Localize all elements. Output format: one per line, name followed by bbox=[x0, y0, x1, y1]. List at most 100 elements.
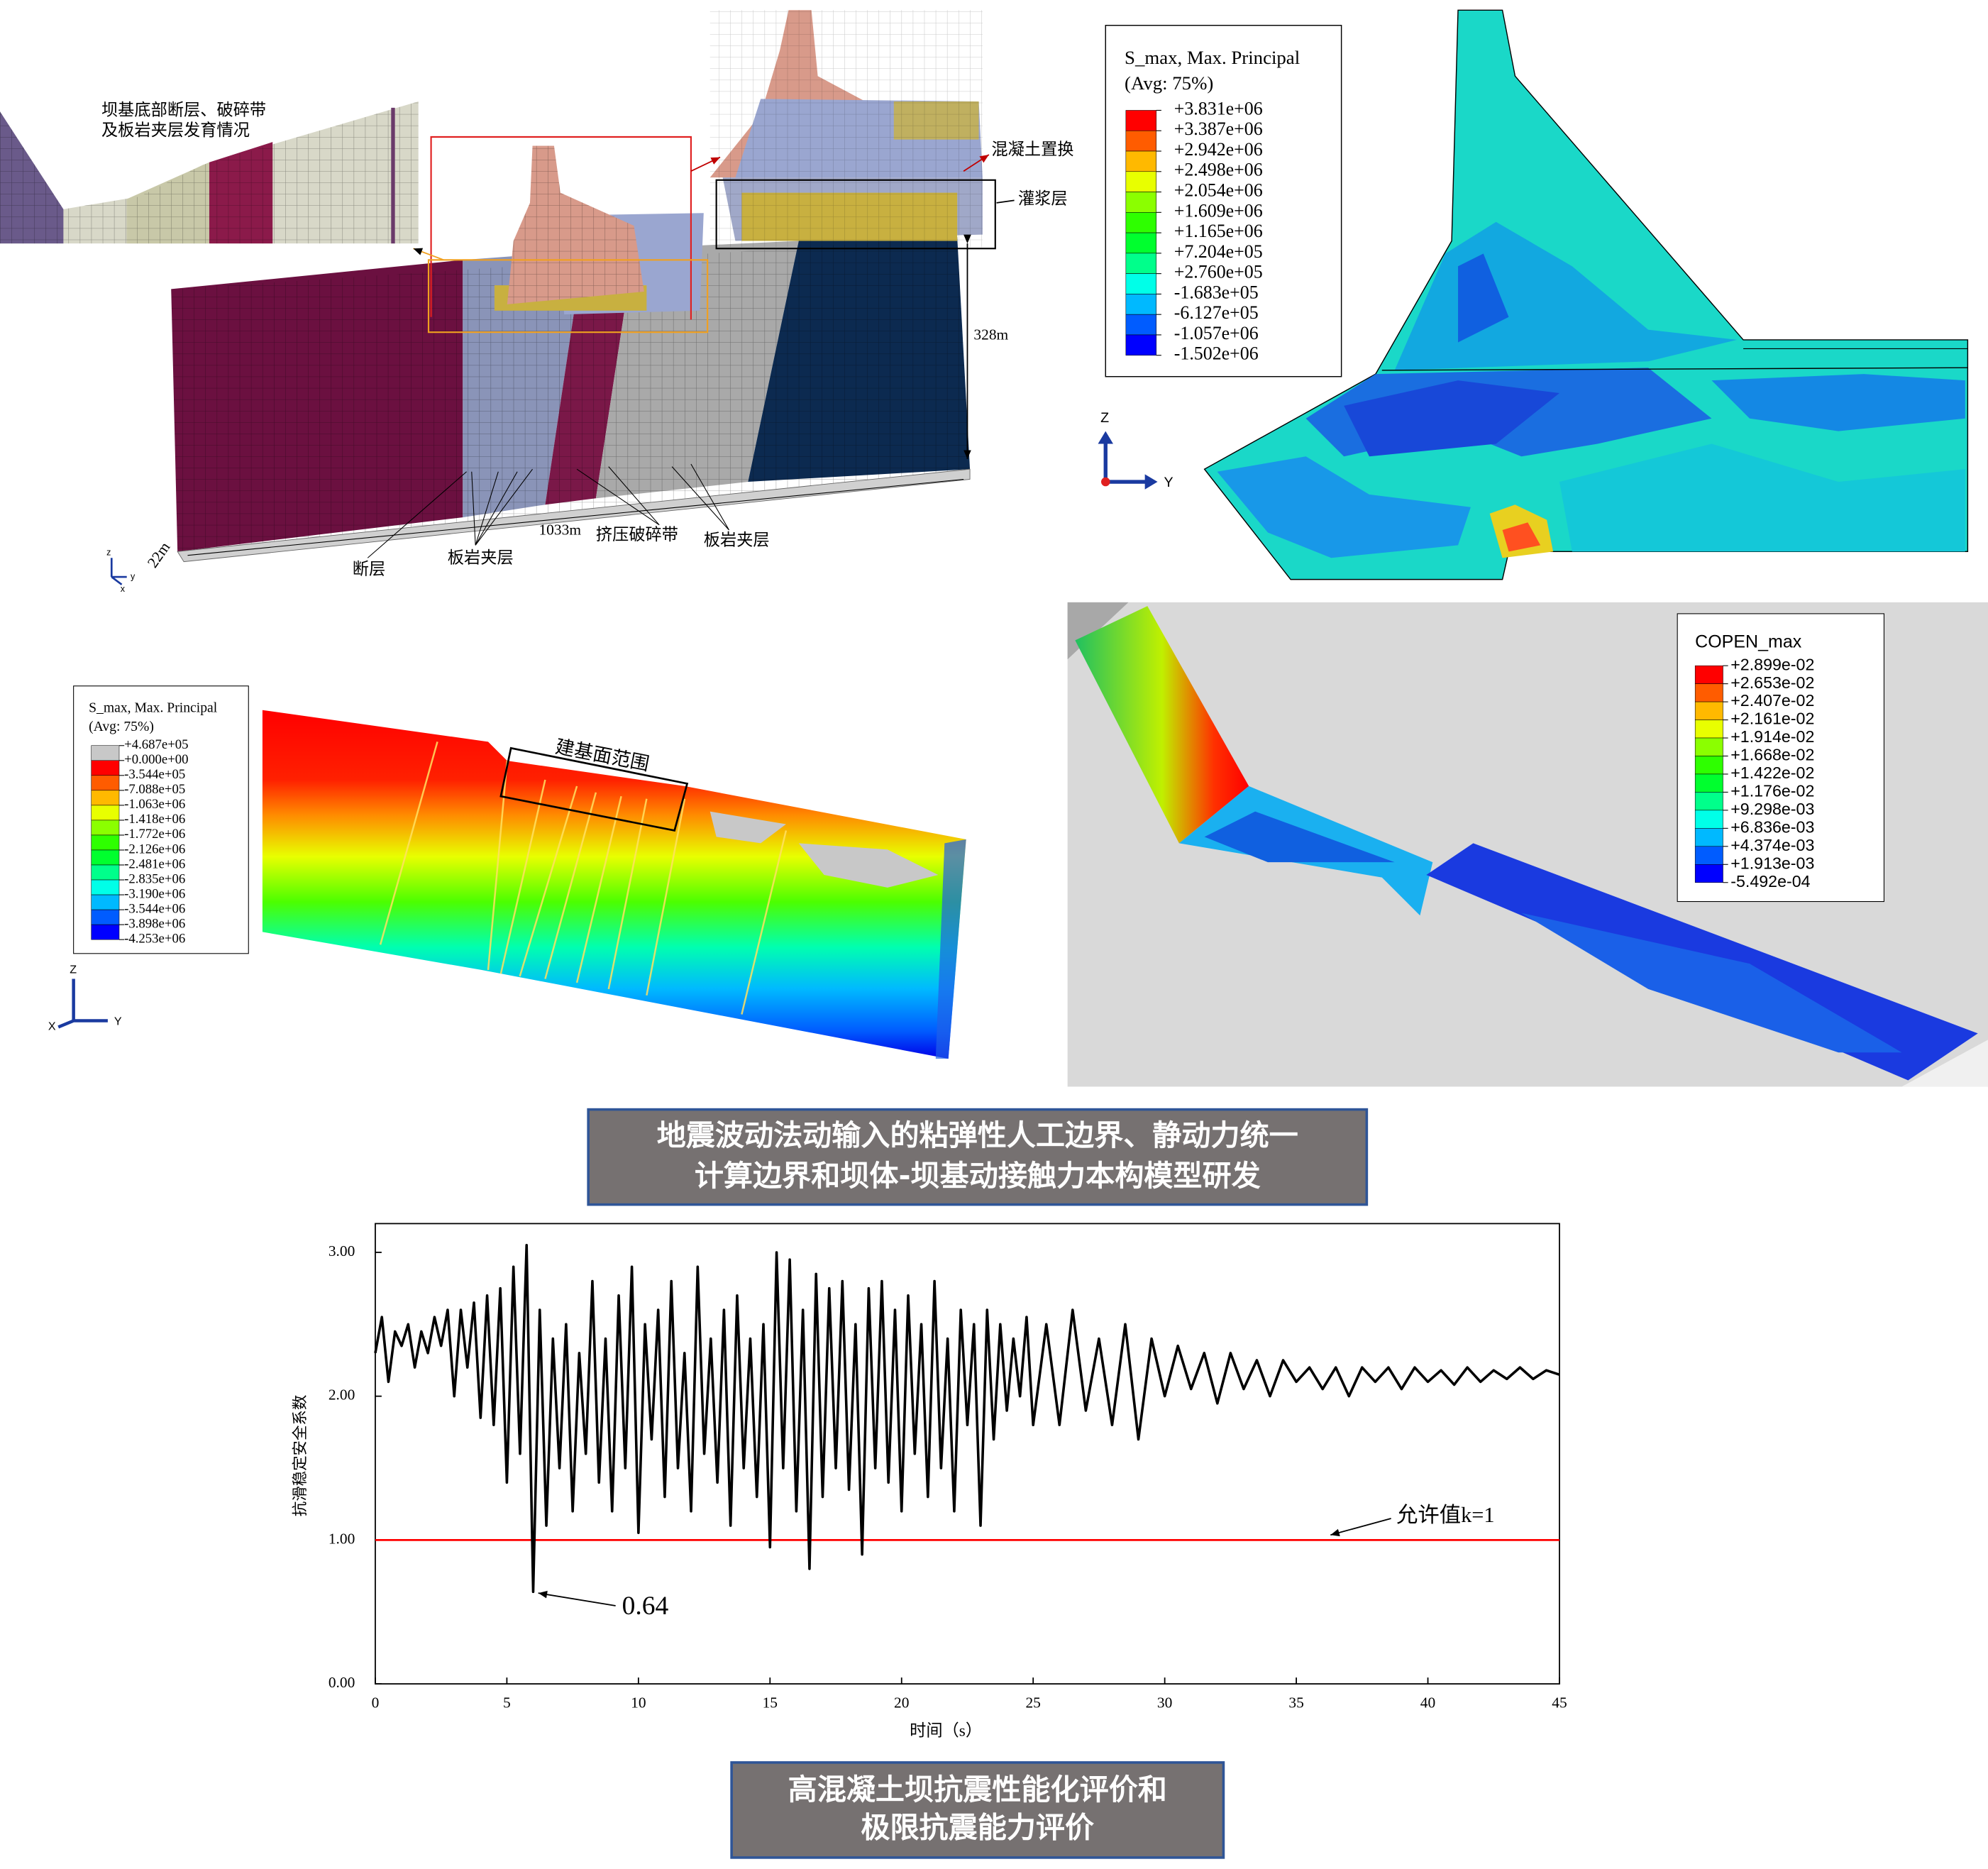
legend-swatch bbox=[1125, 253, 1157, 274]
legend-label: -2.835e+06 bbox=[124, 871, 185, 886]
legend-label: +1.914e-02 bbox=[1730, 727, 1814, 746]
dam-stress-panel-shape bbox=[1458, 253, 1509, 343]
legend-swatch bbox=[1694, 665, 1723, 684]
model-panel-shape bbox=[110, 558, 127, 585]
legend-label: +0.000e+00 bbox=[124, 752, 188, 767]
legend-label: +4.374e-03 bbox=[1730, 836, 1814, 854]
legend-label: +2.407e-02 bbox=[1730, 691, 1814, 710]
x-tick-label: 20 bbox=[894, 1694, 909, 1711]
y-tick-label: 1.00 bbox=[328, 1530, 355, 1547]
legend-label: -3.190e+06 bbox=[124, 886, 185, 901]
legend-label: +1.422e-02 bbox=[1730, 763, 1814, 782]
legend-label: +7.204e+05 bbox=[1174, 241, 1263, 262]
legend-swatch bbox=[1125, 294, 1157, 315]
legend-label: +1.609e+06 bbox=[1174, 200, 1263, 221]
caption-text: 计算边界和坝体-坝基动接触力本构模型研发 bbox=[695, 1159, 1261, 1193]
label: 混凝土置换 bbox=[991, 140, 1073, 159]
triad-label: Z bbox=[70, 963, 77, 976]
triad-label: x bbox=[121, 584, 126, 594]
dam-stress-panel-shape bbox=[1344, 380, 1559, 457]
legend-title: S_max, Max. Principal bbox=[89, 700, 218, 715]
legend-label: -3.544e+06 bbox=[124, 901, 185, 916]
legend-label: +1.176e-02 bbox=[1730, 782, 1814, 800]
legend-title: COPEN_max bbox=[1695, 632, 1802, 652]
model-panel-shape bbox=[171, 237, 971, 552]
dam-stress-panel-shape bbox=[1381, 367, 1968, 371]
legend-swatch bbox=[91, 864, 120, 881]
legend-swatch bbox=[1125, 212, 1157, 233]
legend-label: -1.418e+06 bbox=[124, 812, 185, 827]
legend-label: -2.126e+06 bbox=[124, 842, 185, 856]
legend-label: -1.772e+06 bbox=[124, 827, 185, 842]
label: 灌浆层 bbox=[1018, 190, 1068, 209]
annotation-arrow bbox=[538, 1590, 616, 1606]
caption-text: 地震波动法动输入的粘弹性人工边界、静动力统一 bbox=[657, 1118, 1298, 1152]
triad-label: Y bbox=[114, 1015, 122, 1028]
model-panel-shape bbox=[690, 156, 721, 172]
legend-swatch bbox=[1125, 110, 1157, 131]
inset-label: 坝基底部断层、破碎带 bbox=[101, 101, 266, 120]
foundation-stress-panel-shape bbox=[262, 710, 966, 1059]
legend-swatch bbox=[1694, 683, 1723, 702]
legend-label: +2.054e+06 bbox=[1174, 180, 1263, 201]
legend-subtitle: (Avg: 75%) bbox=[89, 719, 154, 734]
legend-swatch bbox=[1694, 864, 1723, 883]
reference-label: 允许值k=1 bbox=[1396, 1503, 1495, 1527]
x-tick-label: 30 bbox=[1157, 1694, 1172, 1711]
contact-open-panel-shape bbox=[1901, 1040, 1988, 1087]
legend-label: -4.253e+06 bbox=[124, 931, 185, 946]
model-panel-shape bbox=[177, 468, 971, 563]
x-tick-label: 45 bbox=[1552, 1694, 1567, 1711]
y-tick-label: 3.00 bbox=[328, 1242, 355, 1259]
label: 板岩夹层 bbox=[448, 548, 514, 567]
legend-swatch bbox=[1125, 192, 1157, 213]
legend-swatch bbox=[1694, 846, 1723, 865]
legend-swatch bbox=[91, 820, 120, 836]
dam-stress-panel-shape bbox=[1217, 456, 1471, 558]
x-tick-label: 15 bbox=[763, 1694, 778, 1711]
model-panel-shape bbox=[187, 478, 964, 556]
foundation-stress-panel-shape bbox=[935, 839, 966, 1059]
legend-label: -5.492e-04 bbox=[1730, 872, 1810, 891]
foundation-stress-panel: Z X Y 建基面范围 S_max, Max. Principal (Avg: 7… bbox=[48, 685, 966, 1059]
legend-label: +9.298e-03 bbox=[1730, 800, 1814, 818]
model-panel-shape bbox=[709, 10, 983, 248]
legend-label: -3.898e+06 bbox=[124, 916, 185, 931]
dimension: 1033m bbox=[539, 522, 581, 539]
caption-text: 极限抗震能力评价 bbox=[861, 1811, 1094, 1845]
legend-swatch bbox=[91, 879, 120, 895]
legend-swatch bbox=[91, 849, 120, 866]
legend-swatch bbox=[1125, 273, 1157, 294]
x-tick-label: 5 bbox=[503, 1694, 511, 1711]
y-axis-label: 抗滑稳定安全系数 bbox=[292, 1395, 309, 1516]
legend-label: -1.502e+06 bbox=[1174, 343, 1259, 364]
legend-label: +3.387e+06 bbox=[1174, 118, 1263, 139]
legend-swatch bbox=[91, 790, 120, 806]
x-tick-label: 10 bbox=[631, 1694, 646, 1711]
foundation-stress-panel-shape bbox=[798, 843, 939, 888]
foundation-stress-panel-shape bbox=[379, 741, 788, 1015]
legend-swatch bbox=[91, 924, 120, 940]
legend-swatch bbox=[1694, 737, 1723, 756]
dam-stress-panel-shape bbox=[1098, 431, 1158, 490]
triad-label: Y bbox=[1164, 475, 1173, 490]
legend-label: +1.668e-02 bbox=[1730, 746, 1814, 764]
contact-open-panel-shape bbox=[1521, 913, 1902, 1053]
legend-label: +1.913e-03 bbox=[1730, 854, 1814, 872]
legend-label: +1.165e+06 bbox=[1174, 221, 1263, 241]
x-tick-label: 40 bbox=[1420, 1694, 1435, 1711]
legend-swatch bbox=[91, 894, 120, 910]
legend-label: +2.942e+06 bbox=[1174, 139, 1263, 160]
x-axis-label: 时间（s） bbox=[910, 1721, 982, 1740]
chart: 时间（s） 抗滑稳定安全系数 0 5 10 15 20 25 30 35 40 45 0.00 1.0… bbox=[292, 1223, 1567, 1740]
legend-swatch bbox=[91, 834, 120, 851]
legend-swatch bbox=[1125, 171, 1157, 192]
label: 板岩夹层 bbox=[704, 531, 770, 549]
y-tick-label: 0.00 bbox=[328, 1674, 355, 1691]
legend-label: -1.063e+06 bbox=[124, 797, 185, 812]
triad-label: Z bbox=[1100, 410, 1109, 426]
x-tick-label: 0 bbox=[372, 1694, 380, 1711]
legend-swatch bbox=[1125, 130, 1157, 152]
caption-1: 地震波动法动输入的粘弹性人工边界、静动力统一 计算边界和坝体-坝基动接触力本构模… bbox=[587, 1108, 1369, 1206]
